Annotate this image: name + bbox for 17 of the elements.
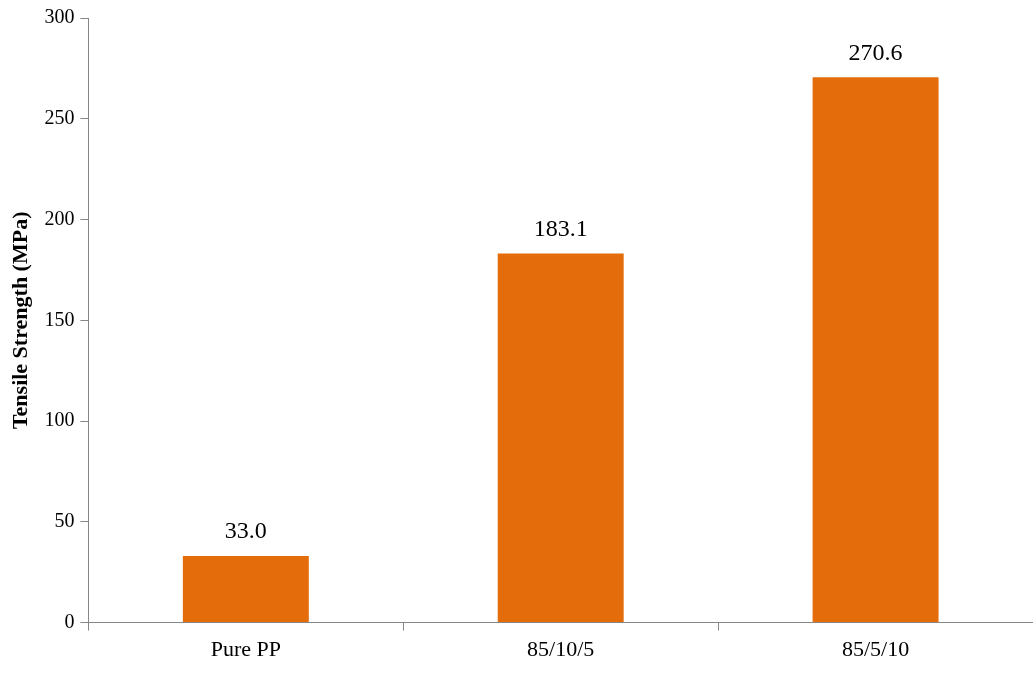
y-axis-title: Tensile Strength (MPa) [6, 211, 32, 430]
data-label: 183.1 [533, 214, 588, 241]
bar [812, 77, 939, 623]
x-tick-label: 85/10/5 [527, 635, 595, 661]
y-tick-label: 50 [54, 509, 75, 532]
data-label: 33.0 [224, 517, 267, 544]
y-tick-label: 100 [44, 408, 75, 431]
y-tick-label: 0 [64, 609, 75, 632]
bar [182, 556, 309, 623]
data-label: 270.6 [848, 38, 903, 65]
y-tick-label: 150 [44, 307, 75, 330]
y-tick-label: 250 [44, 106, 75, 129]
x-tick-label: Pure PP [210, 635, 281, 661]
bar [497, 253, 624, 623]
x-tick-label: 85/5/10 [841, 635, 910, 661]
y-tick-label: 200 [44, 206, 75, 229]
y-tick-label: 300 [44, 5, 75, 28]
